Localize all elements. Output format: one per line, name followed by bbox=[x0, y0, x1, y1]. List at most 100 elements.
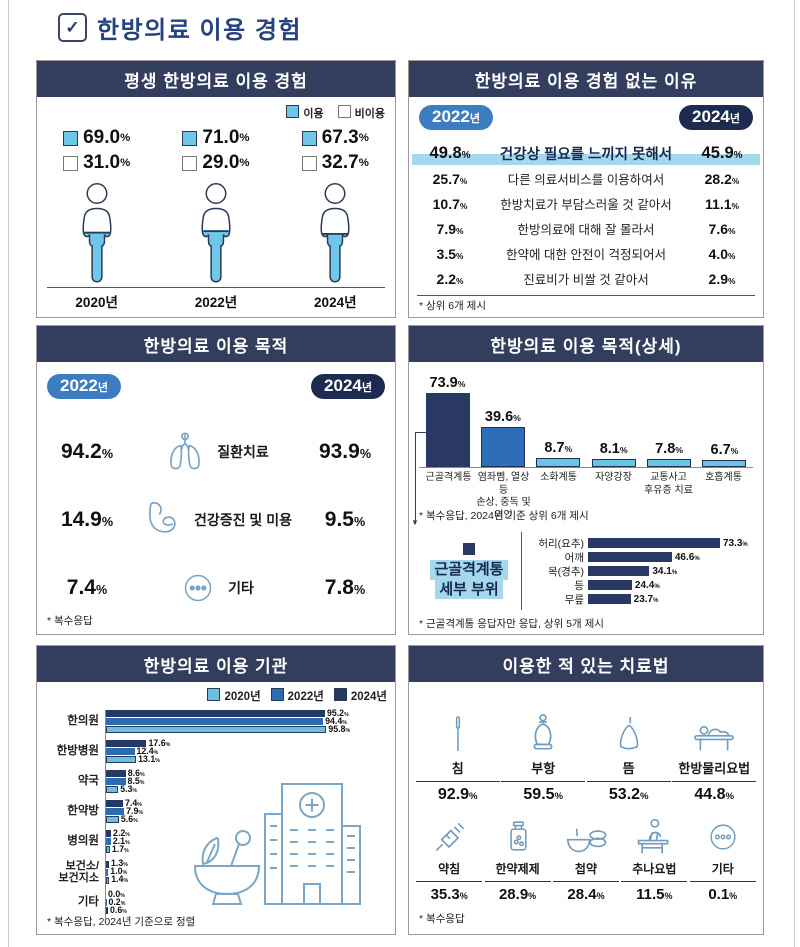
panel-lifetime-experience: 평생 한방의료 이용 경험 이용 비이용 69.0% 31.0% 71.0% 2… bbox=[36, 60, 396, 318]
stat-2020: 69.0% 31.0% bbox=[37, 127, 156, 174]
swatch-2022-icon bbox=[270, 688, 284, 701]
treatment-item: 한방물리요법 44.8% bbox=[672, 706, 757, 804]
legend: 2020년 2022년 2024년 bbox=[207, 688, 387, 704]
institution-group: 약국 8.6% 8.5% 5.3% bbox=[77, 767, 145, 794]
year-pill-2022: 2022년 bbox=[419, 105, 493, 130]
treatment-row: 약침 35.3% 한약제제 28.9% bbox=[415, 808, 757, 903]
bar bbox=[647, 459, 692, 467]
bar-2024 bbox=[106, 770, 126, 777]
footnote: * 복수응답, 2024년 기준 상위 6개 제시 bbox=[419, 510, 589, 522]
year-labels: 2020년 2022년 2024년 bbox=[75, 295, 357, 310]
physio-table-icon bbox=[694, 725, 735, 751]
detail-bar-row: 목(경추) 34.1% bbox=[548, 565, 678, 578]
reason-row: 3.5% 한약에 대한 안전이 걱정되어서 4.0% bbox=[436, 245, 736, 263]
treatment-item: 약침 35.3% bbox=[416, 808, 483, 903]
syringe-icon bbox=[435, 822, 465, 852]
panel-purpose-detail: 한방의료 이용 목적(상세) 73.9% 39.6% 8.7% 8.1% 7.8… bbox=[408, 325, 764, 635]
bar-2020 bbox=[106, 726, 327, 733]
stat-2024: 67.3% 32.7% bbox=[276, 127, 395, 174]
baseline bbox=[47, 287, 385, 288]
bar bbox=[588, 552, 672, 562]
bar-2020 bbox=[106, 756, 137, 763]
detail-bars: 허리(요추) 73.3% 어깨 46.6% 목(경추) 34.1% 등 bbox=[521, 532, 755, 610]
axis-line bbox=[105, 710, 106, 918]
panel-institutions: 한방의료 이용 기관 2020년 2022년 2024년 bbox=[36, 645, 396, 935]
bar-2022 bbox=[106, 748, 135, 755]
bar bbox=[588, 538, 720, 548]
underline bbox=[501, 781, 586, 782]
stat-row: 69.0% 31.0% 71.0% 29.0% 67.3% 32.7% bbox=[37, 127, 395, 174]
panel-no-experience-reasons: 한방의료 이용 경험 없는 이유 2022년 2024년 49.8% 건강상 필… bbox=[408, 60, 764, 318]
footnote: * 복수응답 bbox=[419, 913, 465, 925]
bar-chart: 73.9% 39.6% 8.7% 8.1% 7.8% 6.7% bbox=[419, 362, 753, 468]
page-right-border bbox=[794, 0, 795, 947]
use-swatch-icon bbox=[63, 130, 79, 146]
use-swatch-icon bbox=[301, 130, 317, 146]
institution-group: 기타 0.0% 0.2% 0.6% bbox=[77, 889, 127, 916]
reason-row: 7.9% 한방의료에 대해 잘 몰라서 7.6% bbox=[436, 220, 736, 238]
swatch-2024-icon bbox=[333, 688, 347, 701]
use-swatch-icon bbox=[286, 105, 300, 118]
reason-rows: 49.8% 건강상 필요를 느끼지 못해서 45.9% 25.7% 다른 의료서… bbox=[409, 141, 763, 291]
bar-labels: 근골격계통 염좌삠, 열상 등 손상, 중독 및 외인 소화계통 자양강장 교통사… bbox=[425, 472, 742, 521]
treatment-item: 첩약 28.4% bbox=[552, 808, 619, 903]
page-left-border bbox=[8, 0, 9, 947]
person-figure-icon bbox=[72, 183, 121, 283]
checkbox-icon: ✓ bbox=[58, 13, 87, 42]
bar-slot: 8.7% bbox=[532, 440, 585, 467]
page-title-bar: ✓ 한방의료 이용 경험 bbox=[58, 10, 302, 45]
bar bbox=[702, 460, 747, 467]
purpose-rows: 94.2% 질환치료 93.9% 14.9% bbox=[37, 418, 395, 622]
footnote: * 상위 6개 제시 bbox=[419, 300, 486, 312]
moxibustion-cone-icon bbox=[619, 716, 639, 750]
detail-bar-row: 어깨 46.6% bbox=[564, 551, 700, 564]
bar bbox=[425, 393, 470, 467]
bar-2022 bbox=[106, 868, 109, 876]
bar-2024 bbox=[106, 800, 124, 807]
treatment-item: 한약제제 28.9% bbox=[484, 808, 551, 903]
use-swatch-icon bbox=[182, 130, 198, 146]
panel-title: 평생 한방의료 이용 경험 bbox=[37, 61, 395, 97]
underline bbox=[621, 881, 688, 882]
panel-title: 한방의료 이용 기관 bbox=[37, 646, 395, 682]
chuna-therapy-icon bbox=[638, 818, 669, 854]
treatment-row: 침 92.9% 부항 59.5% bbox=[415, 706, 757, 804]
footnote: * 복수응답 bbox=[47, 615, 93, 627]
year-pill-2024: 2024년 bbox=[311, 374, 385, 399]
institution-group: 보건소/보건지소 1.3% 1.0% 1.4% bbox=[58, 858, 129, 885]
bar-2024 bbox=[106, 830, 112, 837]
swatch-2020-icon bbox=[207, 688, 221, 701]
nonuse-swatch-icon bbox=[337, 105, 351, 118]
institution-group: 한약방 7.4% 7.9% 5.6% bbox=[67, 797, 144, 824]
purpose-row: 14.9% 건강증진 및 미용 9.5% bbox=[37, 486, 395, 554]
connector-arrow-icon: ▼ bbox=[411, 518, 419, 527]
panel-title: 한방의료 이용 목적(상세) bbox=[409, 326, 763, 362]
underline bbox=[415, 781, 500, 782]
herbal-decoction-icon bbox=[566, 828, 607, 853]
panel-treatments: 이용한 적 있는 치료법 침 92.9% bbox=[408, 645, 764, 935]
purpose-row: 94.2% 질환치료 93.9% bbox=[37, 418, 395, 486]
check-mark: ✓ bbox=[65, 17, 80, 37]
underline bbox=[416, 881, 483, 882]
bar bbox=[536, 458, 581, 467]
page-title: 한방의료 이용 경험 bbox=[97, 17, 302, 44]
bar bbox=[588, 594, 631, 604]
reason-row: 2.2% 진료비가 비쌀 것 같아서 2.9% bbox=[436, 270, 736, 288]
bar-slot: 6.7% bbox=[698, 442, 751, 467]
acupuncture-needle-icon bbox=[455, 716, 460, 751]
stat-2022: 71.0% 29.0% bbox=[156, 127, 275, 174]
underline bbox=[689, 881, 756, 882]
muscle-arm-icon bbox=[149, 502, 176, 533]
bar-2024 bbox=[106, 740, 147, 747]
bar bbox=[588, 580, 632, 590]
institution-group: 병의원 2.2% 2.1% 1.7% bbox=[67, 827, 130, 854]
detail-legend: 근골격계통 세부 부위 bbox=[417, 532, 521, 610]
legend-use: 이용 bbox=[286, 105, 324, 121]
detail-bar-row: 허리(요추) 73.3% bbox=[538, 537, 748, 550]
person-figure-icon bbox=[191, 183, 240, 283]
bar-slot: 39.6% bbox=[476, 409, 529, 467]
panel-title: 이용한 적 있는 치료법 bbox=[409, 646, 763, 682]
treatment-item: 기타 0.1% bbox=[689, 808, 756, 903]
purpose-row: 7.4% 기타 7.8% bbox=[37, 554, 395, 622]
panel-title: 한방의료 이용 목적 bbox=[37, 326, 395, 362]
